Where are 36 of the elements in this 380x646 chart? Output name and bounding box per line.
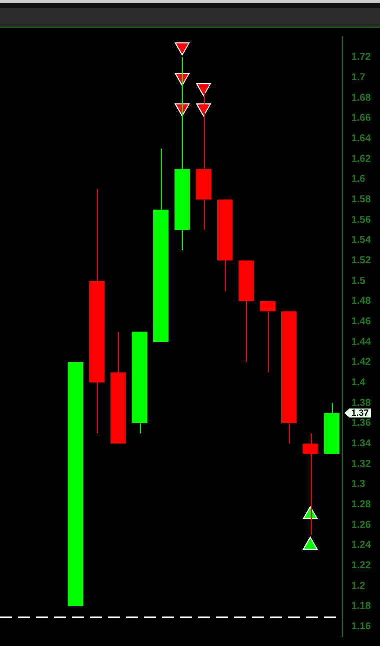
y-tick-label: 1.38 [352, 398, 372, 409]
y-tick-label: 1.42 [352, 357, 372, 368]
y-tick-label: 1.18 [352, 601, 372, 612]
y-tick-label: 1.2 [352, 580, 366, 592]
y-tick-label: 1.6 [352, 174, 366, 186]
y-tick-label: 1.68 [352, 92, 372, 104]
y-tick-label: 1.46 [352, 316, 372, 328]
y-tick-label: 1.56 [352, 214, 372, 226]
y-tick-label: 1.22 [352, 560, 372, 572]
y-tick-label: 1.66 [352, 113, 372, 124]
y-tick-label: 1.16 [352, 622, 372, 633]
y-tick-label: 1.34 [352, 438, 372, 450]
y-tick-label: 1.4 [352, 378, 366, 389]
y-tick-label: 1.3 [352, 479, 366, 490]
point [303, 536, 318, 550]
y-tick-label: 1.48 [352, 296, 372, 308]
point [196, 104, 212, 117]
text: 1.37 [352, 408, 370, 418]
y-tick-label: 1.36 [352, 418, 372, 430]
y-tick-label: 1.26 [352, 520, 372, 531]
candlestick [302, 433, 318, 536]
y-tick-label: 1.5 [352, 276, 366, 287]
y-tick-label: 1.72 [352, 52, 372, 64]
y-tick-label: 1.32 [352, 458, 372, 470]
y-tick-label: 1.28 [352, 500, 372, 511]
candlestick [260, 300, 276, 374]
y-tick-label: 1.54 [352, 235, 372, 246]
y-tick-label: 1.52 [352, 255, 372, 266]
y-tick-label: 1.24 [352, 540, 372, 552]
point [174, 42, 190, 56]
y-tick-label: 1.58 [352, 194, 372, 206]
y-tick-label: 1.7 [352, 72, 366, 84]
point [196, 83, 212, 96]
y-tick-label: 1.44 [352, 336, 372, 348]
y-tick-label: 1.64 [352, 133, 372, 144]
y-tick-label: 1.62 [352, 154, 372, 165]
